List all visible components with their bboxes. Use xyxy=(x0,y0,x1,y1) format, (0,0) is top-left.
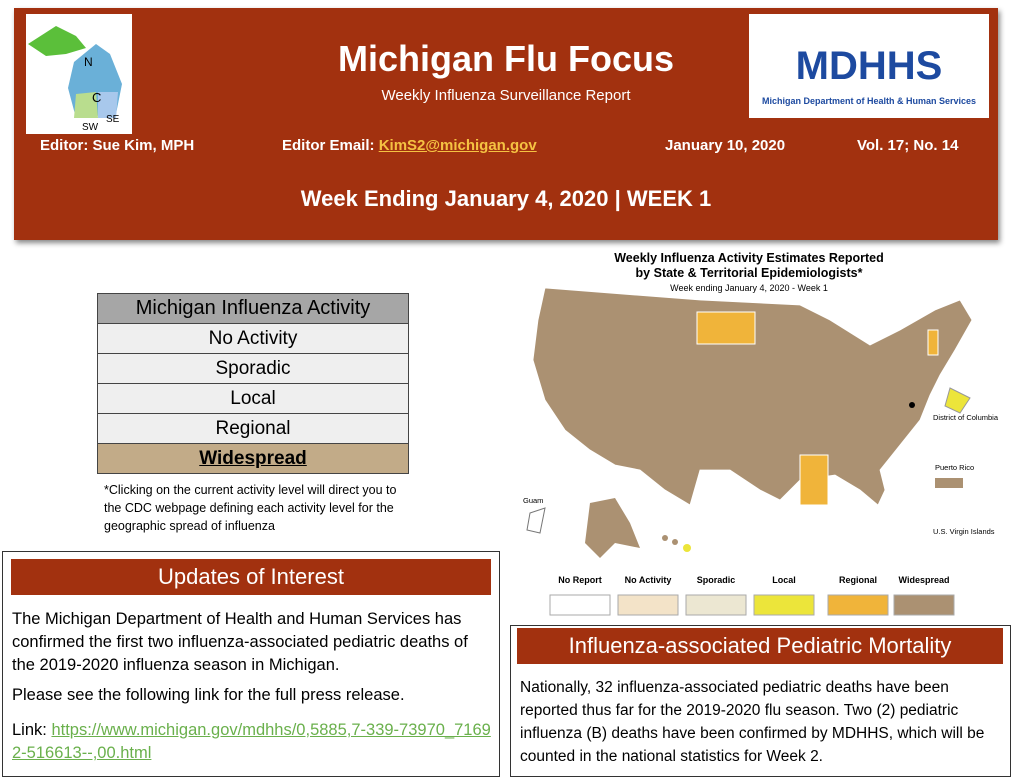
legend-swatch xyxy=(893,594,955,616)
map-subtitle: Week ending January 4, 2020 - Week 1 xyxy=(670,283,828,293)
activity-level[interactable]: Widespread xyxy=(97,443,409,474)
logo-text: MDHHS xyxy=(795,44,943,88)
updates-heading: Updates of Interest xyxy=(11,559,491,595)
updates-p: The Michigan Department of Health and Hu… xyxy=(12,610,468,674)
place-label: District of Columbia xyxy=(933,413,999,422)
legend-label: Widespread xyxy=(899,575,950,585)
header-banner: N C SW SE Michigan Flu Focus Weekly Infl… xyxy=(14,8,998,240)
alaska xyxy=(585,498,640,558)
activity-table: Michigan Influenza Activity No Activity S… xyxy=(97,293,409,474)
legend-swatch xyxy=(617,594,679,616)
mortality-text: Nationally, 32 influenza-associated pedi… xyxy=(520,679,985,765)
dc-inset xyxy=(944,387,971,414)
email-row: Editor Email: KimS2@michigan.gov xyxy=(282,137,537,154)
map-title: Weekly Influenza Activity Estimates Repo… xyxy=(614,251,884,265)
link-row: Link: https://www.michigan.gov/mdhhs/0,5… xyxy=(12,719,492,765)
email-label: Editor Email: xyxy=(282,137,375,154)
state-regional xyxy=(799,454,829,506)
subtitle: Weekly Influenza Surveillance Report xyxy=(381,87,631,104)
legend-label: No Activity xyxy=(625,575,672,585)
week: Week Ending January 4, 2020 | WEEK 1 xyxy=(300,186,712,211)
logo-caption: Michigan Department of Health & Human Se… xyxy=(761,96,977,106)
states xyxy=(532,287,973,506)
press-link[interactable]: https://www.michigan.gov/mdhhs/0,5885,7-… xyxy=(12,721,491,762)
legend-swatch xyxy=(753,594,815,616)
activity-title: Michigan Influenza Activity xyxy=(97,293,409,324)
date: January 10, 2020 xyxy=(665,137,786,154)
state-regional xyxy=(927,329,939,356)
activity-level[interactable]: Sporadic xyxy=(97,353,409,384)
place-label: U.S. Virgin Islands xyxy=(933,527,995,536)
updates-p: Please see the following link for the fu… xyxy=(12,686,405,704)
activity-level[interactable]: Local xyxy=(97,383,409,414)
us-map: Weekly Influenza Activity Estimates Repo… xyxy=(523,251,999,616)
activity-level[interactable]: Regional xyxy=(97,413,409,444)
legend-label: Regional xyxy=(839,575,877,585)
dc xyxy=(909,402,915,408)
guam xyxy=(526,507,546,534)
place-label: Guam xyxy=(523,496,543,505)
legend: No Report No Activity Sporadic Local Regiona… xyxy=(549,575,955,616)
legend-label: No Report xyxy=(558,575,602,585)
email-link[interactable]: KimS2@michigan.gov xyxy=(378,137,537,154)
mdhhs-logo: MDHHS Michigan Department of Health & Hu… xyxy=(749,14,989,118)
place-label: Puerto Rico xyxy=(935,463,974,472)
michigan-logo: N C SW SE xyxy=(26,14,132,134)
link-label: Link: xyxy=(12,721,47,739)
legend-swatch xyxy=(549,594,611,616)
editor: Editor: Sue Kim, MPH xyxy=(40,137,195,154)
legend-swatch xyxy=(827,594,889,616)
region-label: SW xyxy=(82,122,99,133)
title: Michigan Flu Focus xyxy=(337,38,674,79)
updates-box: Updates of Interest The Michigan Departm… xyxy=(2,551,500,777)
hawaii xyxy=(683,544,691,552)
legend-label: Local xyxy=(772,575,796,585)
activity-note: *Clicking on the current activity level … xyxy=(104,483,397,533)
legend-swatch xyxy=(685,594,747,616)
activity-level[interactable]: No Activity xyxy=(97,323,409,354)
michigan-map-icon: N C SW SE xyxy=(28,26,122,133)
mortality-heading: Influenza-associated Pediatric Mortality xyxy=(517,628,1003,664)
region-label: SE xyxy=(106,114,120,125)
mortality-box: Influenza-associated Pediatric Mortality… xyxy=(510,625,1011,777)
map-title: by State & Territorial Epidemiologists* xyxy=(636,266,863,280)
region-label: N xyxy=(84,55,93,69)
legend-label: Sporadic xyxy=(697,575,736,585)
volume: Vol. 17; No. 14 xyxy=(857,137,959,154)
puerto-rico xyxy=(935,478,963,488)
region-label: C xyxy=(92,90,101,105)
state-regional xyxy=(696,311,756,345)
